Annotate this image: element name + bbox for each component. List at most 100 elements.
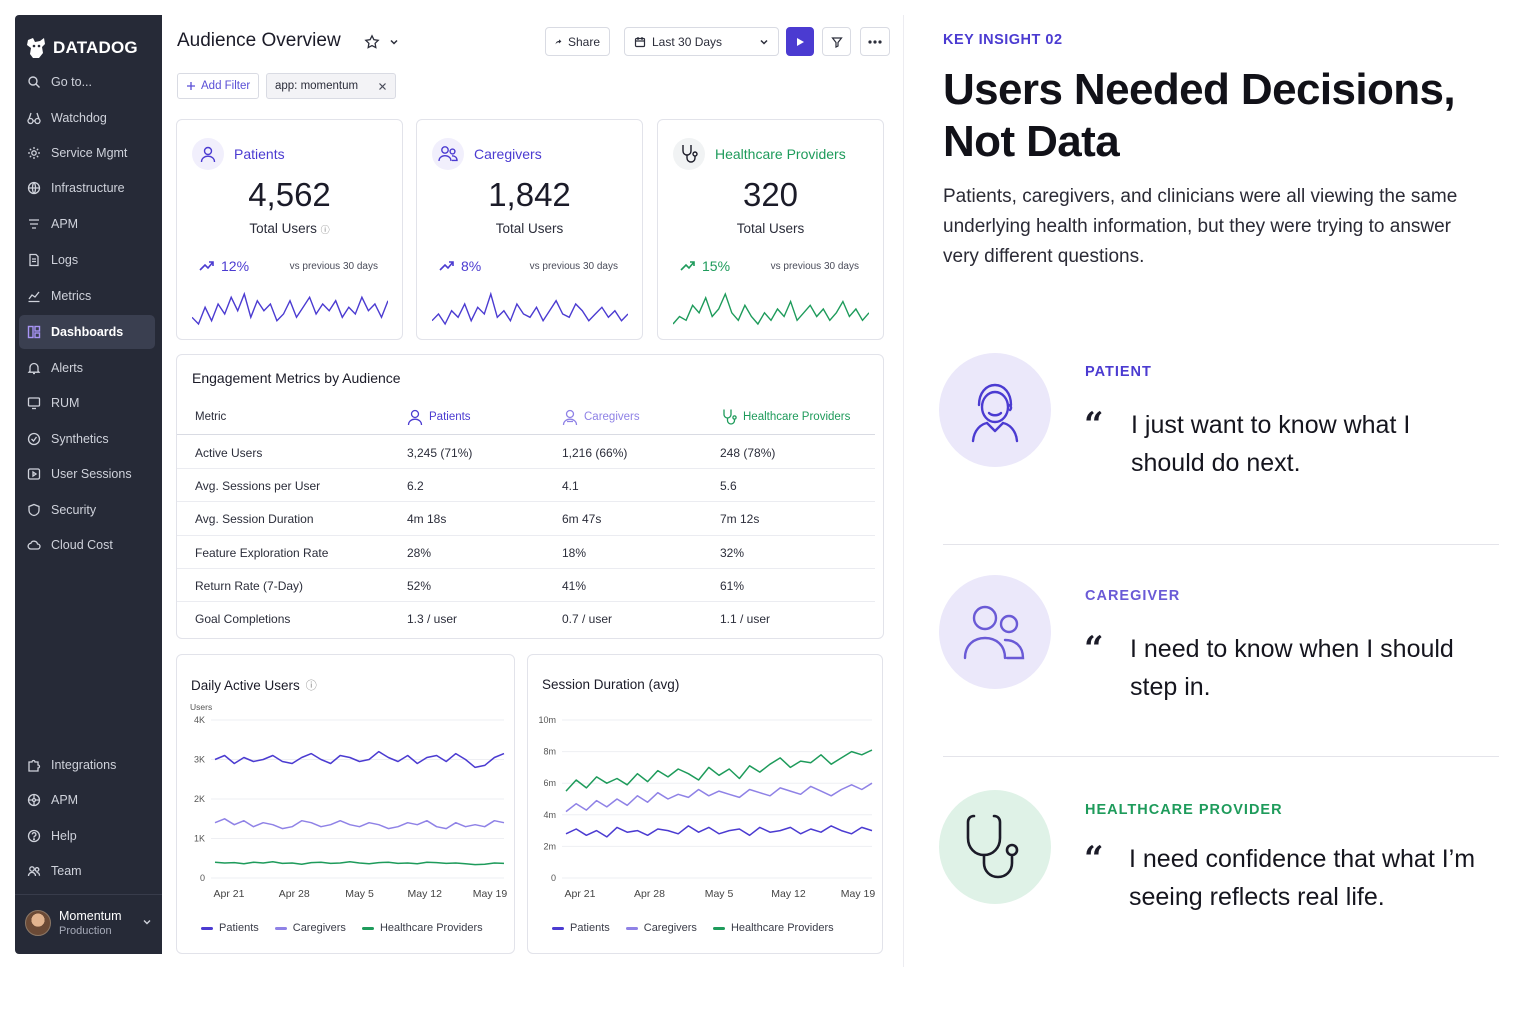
legend-item-providers[interactable]: Healthcare Providers: [712, 922, 834, 934]
legend-item-caregivers[interactable]: Caregivers: [274, 922, 346, 934]
kpi-name: Healthcare Providers: [715, 146, 846, 162]
brand-name: DATADOG: [53, 38, 138, 57]
y-tick-label: 4m: [543, 810, 556, 820]
sidebar-item-alerts[interactable]: Alerts: [19, 351, 155, 385]
x-tick-label: May 12: [408, 888, 443, 900]
info-icon[interactable]: ⓘ: [305, 680, 317, 692]
chart-title: Daily Active Users ⓘ: [191, 677, 317, 693]
sidebar-item-team[interactable]: Team: [19, 854, 155, 888]
table-cell: 0.7 / user: [562, 611, 613, 626]
play-icon: [797, 37, 804, 46]
legend-item-patients[interactable]: Patients: [552, 922, 610, 934]
filter-icon: [830, 36, 843, 48]
more-button[interactable]: [860, 27, 890, 56]
sidebar-item-label: Dashboards: [51, 325, 124, 339]
sidebar-item-cloud-cost[interactable]: Cloud Cost: [19, 528, 155, 562]
sidebar-item-synthetics[interactable]: Synthetics: [19, 422, 155, 456]
caregiver-icon: [963, 605, 1025, 660]
chart-title-label: Session Duration (avg): [542, 677, 680, 692]
share-button[interactable]: Share: [545, 27, 610, 56]
table-cell-metric: Feature Exploration Rate: [195, 545, 329, 560]
sidebar-item-apm-bottom[interactable]: APM: [19, 783, 155, 817]
table-row: Avg. Session Duration 4m 18s 6m 47s 7m 1…: [177, 502, 882, 535]
kpi-sparkline: [432, 291, 628, 326]
sidebar-item-metrics[interactable]: Metrics: [19, 279, 155, 313]
legend-label: Healthcare Providers: [730, 922, 834, 934]
sidebar-item-goto[interactable]: Go to...: [19, 65, 155, 99]
add-filter-button[interactable]: Add Filter: [177, 73, 260, 99]
column-header-caregivers[interactable]: Caregivers: [562, 408, 640, 426]
more-icon: [868, 39, 882, 44]
chart-title: Session Duration (avg): [542, 677, 679, 692]
sparkline-path: [192, 291, 388, 326]
chevron-down-icon[interactable]: [389, 37, 399, 47]
table-divider: [177, 601, 875, 602]
kpi-card-caregivers[interactable]: Caregivers 1,842 Total Users 8% vs previ…: [416, 119, 643, 340]
timeframe-select[interactable]: Last 30 Days: [624, 27, 779, 56]
brand-logo[interactable]: DATADOG: [15, 15, 162, 67]
table-divider: [177, 501, 875, 502]
close-icon[interactable]: [378, 82, 387, 91]
page-title: Audience Overview: [177, 30, 341, 51]
legend-item-providers[interactable]: Healthcare Providers: [361, 922, 483, 934]
table-cell: 6m 47s: [562, 511, 602, 526]
sidebar-item-user-sessions[interactable]: User Sessions: [19, 457, 155, 491]
user-switcher[interactable]: Momentum Production: [15, 895, 162, 951]
chart-title-label: Daily Active Users: [191, 677, 300, 693]
sidebar-item-security[interactable]: Security: [19, 493, 155, 527]
table-cell: 1,216 (66%): [562, 445, 628, 460]
sidebar-item-infrastructure[interactable]: Infrastructure: [19, 171, 155, 205]
insight-title: Users Needed Decisions, Not Data: [943, 65, 1456, 166]
y-tick-label: 6m: [543, 778, 556, 788]
quote-mark-icon: “: [1084, 405, 1104, 445]
table-cell: 18%: [562, 545, 587, 560]
filter-chip[interactable]: app: momentum: [266, 73, 396, 99]
sidebar-divider: [15, 894, 162, 895]
play-button[interactable]: [786, 27, 814, 56]
video-icon: [27, 468, 41, 480]
sidebar-item-service-mgmt[interactable]: Service Mgmt: [19, 136, 155, 170]
share-label: Share: [567, 34, 600, 49]
legend-item-patients[interactable]: Patients: [201, 922, 259, 934]
filter-button[interactable]: [822, 27, 851, 56]
table-cell: 6.2: [407, 478, 424, 493]
info-icon[interactable]: ⓘ: [320, 225, 330, 235]
column-header-label: Patients: [429, 410, 471, 423]
kpi-card-patients[interactable]: Patients 4,562 Total Users ⓘ 12% vs prev…: [176, 119, 403, 340]
sidebar-item-apm[interactable]: APM: [19, 207, 155, 241]
y-tick-label: 2K: [194, 794, 205, 804]
kpi-vs: vs previous 30 days: [289, 261, 378, 272]
legend-item-caregivers[interactable]: Caregivers: [625, 922, 697, 934]
sidebar-item-logs[interactable]: Logs: [19, 243, 155, 277]
table-cell-metric: Goal Completions: [195, 611, 291, 626]
x-tick-label: May 19: [841, 888, 876, 900]
sidebar-item-rum[interactable]: RUM: [19, 386, 155, 420]
sidebar-item-dashboards[interactable]: Dashboards: [19, 315, 155, 349]
table-cell: 41%: [562, 578, 587, 593]
sidebar-item-integrations[interactable]: Integrations: [19, 748, 155, 782]
kpi-header: Patients: [192, 138, 285, 170]
shield-icon: [28, 503, 40, 517]
table-cell-metric: Return Rate (7-Day): [195, 578, 304, 593]
kpi-sub: Total Users: [495, 221, 564, 236]
kpi-card-providers[interactable]: Healthcare Providers 320 Total Users 15%…: [657, 119, 884, 340]
kpi-header: Healthcare Providers: [673, 138, 846, 170]
series-line-patients: [214, 750, 505, 769]
kpi-header: Caregivers: [432, 138, 542, 170]
monitor-icon: [27, 397, 41, 410]
column-header-patients[interactable]: Patients: [407, 408, 471, 426]
x-tick-label: Apr 28: [634, 888, 665, 900]
star-icon[interactable]: [364, 34, 380, 50]
series-line-caregivers: [214, 818, 505, 830]
sidebar-item-help[interactable]: Help: [19, 819, 155, 853]
table-cell: 1.1 / user: [720, 611, 771, 626]
add-filter-label: Add Filter: [201, 80, 251, 92]
sidebar-item-watchdog[interactable]: Watchdog: [19, 101, 155, 135]
kpi-vs: vs previous 30 days: [770, 261, 859, 272]
column-header-providers[interactable]: Healthcare Providers: [721, 408, 850, 426]
persona-quote: I just want to know what I should do nex…: [1131, 411, 1411, 477]
panel-divider: [903, 15, 904, 967]
sidebar-item-label: Security: [51, 503, 97, 517]
line-chart-icon: [28, 291, 40, 303]
table-divider: [177, 535, 875, 536]
